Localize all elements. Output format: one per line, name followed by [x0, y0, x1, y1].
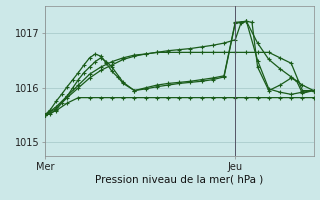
X-axis label: Pression niveau de la mer( hPa ): Pression niveau de la mer( hPa )	[95, 174, 263, 184]
